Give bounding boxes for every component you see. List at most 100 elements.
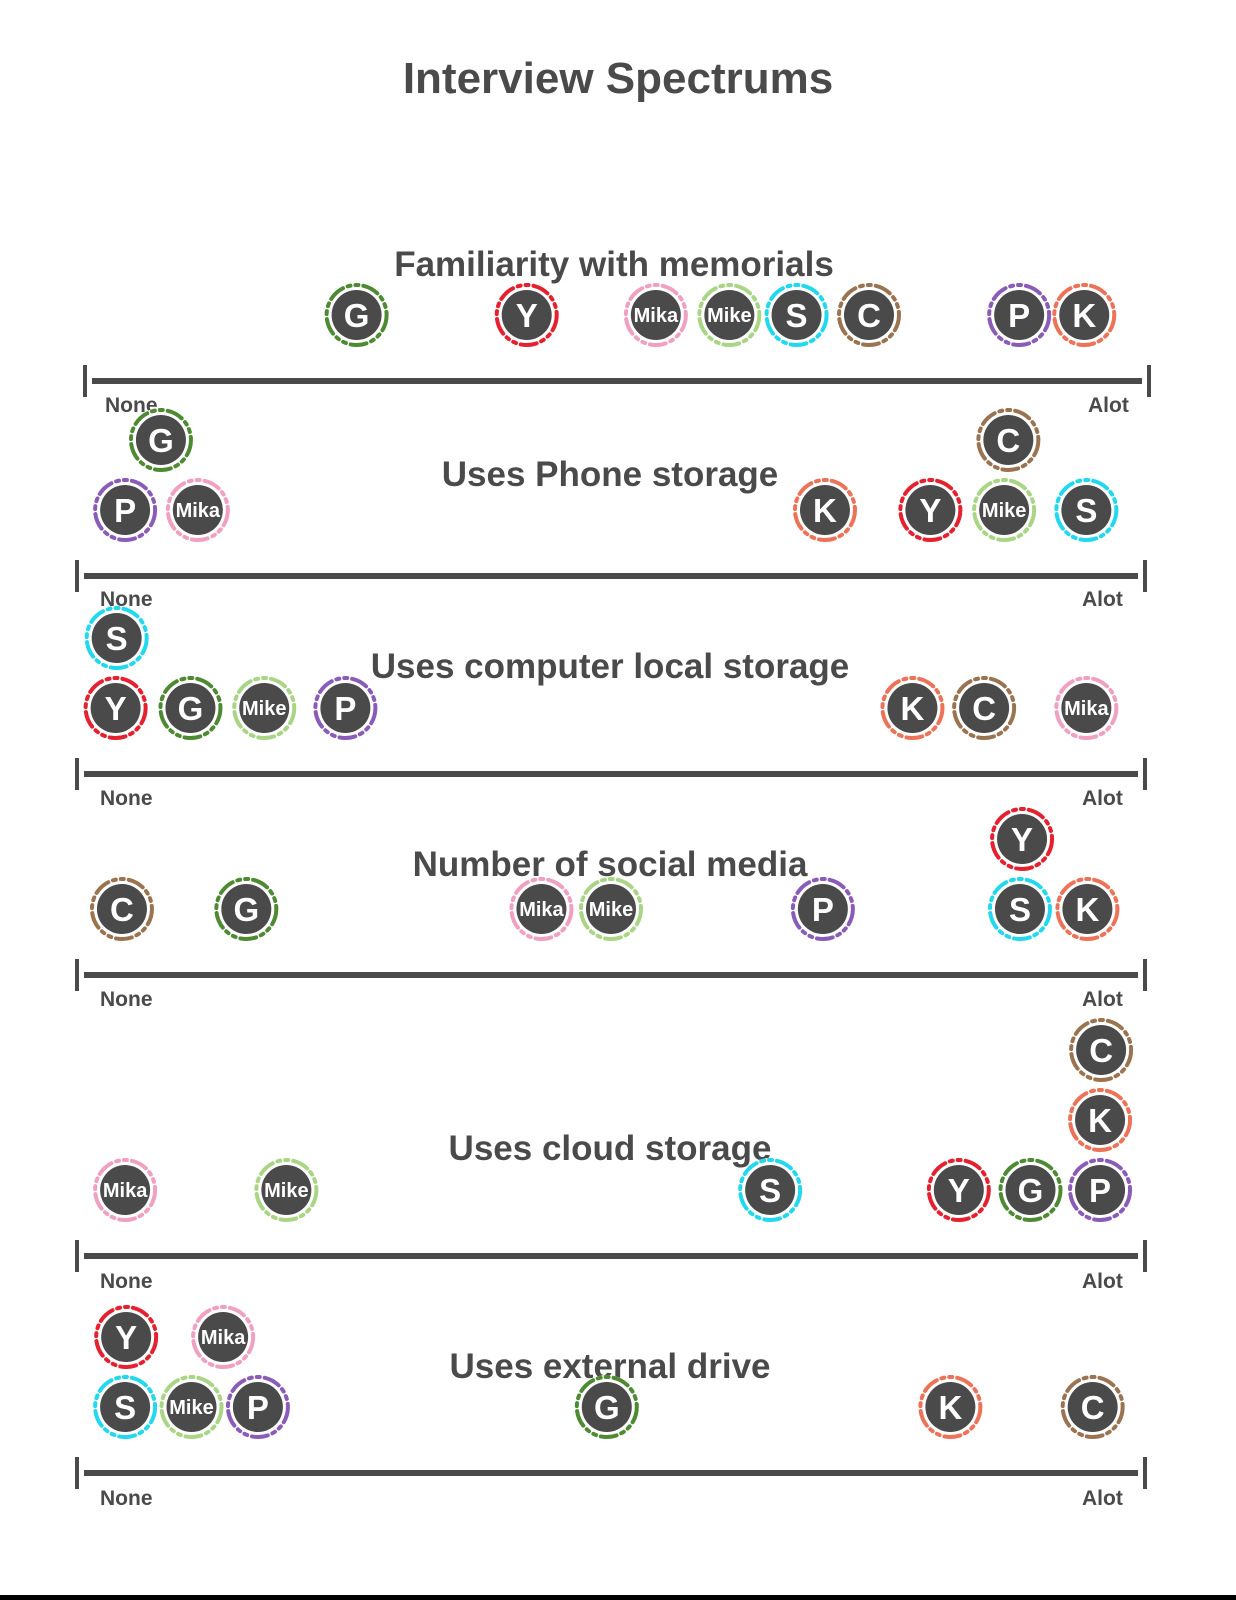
participant-initial: Y (105, 690, 127, 727)
token-disc (979, 485, 1030, 535)
token-disc (745, 1165, 796, 1215)
participant-initial: G (344, 297, 370, 334)
token-dashed-ring (94, 1305, 159, 1369)
token-disc (959, 683, 1010, 733)
token-dashed-ring (792, 478, 857, 542)
participant-token: Mike (159, 1375, 224, 1439)
token-dashed-ring (313, 676, 378, 740)
participant-token: Y (83, 676, 148, 740)
token-dashed-ring (1068, 1088, 1133, 1152)
participant-token: C (1060, 1375, 1125, 1439)
token-dashed-ring (926, 1158, 991, 1222)
participant-token: S (738, 1158, 803, 1222)
participant-initial: G (233, 891, 259, 928)
token-disc (90, 683, 141, 733)
axis-min-label: None (105, 394, 158, 417)
participant-token: Mika (191, 1305, 256, 1369)
participant-token: Mika (165, 478, 230, 542)
participant-initial: S (114, 1389, 136, 1426)
token-dashed-ring (93, 478, 158, 542)
participant-token: Mika (93, 1158, 158, 1222)
token-disc (1075, 1095, 1126, 1145)
token-disc (261, 1165, 312, 1215)
participant-initial: Mike (169, 1397, 213, 1419)
token-dashed-ring (1054, 676, 1119, 740)
token-dashed-ring (254, 1158, 319, 1222)
token-dashed-ring (987, 283, 1052, 347)
token-disc (799, 485, 850, 535)
token-disc (905, 485, 956, 535)
axis-max-label: Alot (1082, 988, 1123, 1011)
participant-token: Y (926, 1158, 991, 1222)
participant-initial: S (1009, 891, 1031, 928)
participant-token: K (880, 676, 945, 740)
token-disc (100, 1382, 151, 1432)
participant-token: Y (898, 478, 963, 542)
spectrum-section: Uses cloud storage None Alot Mika Mike S Y G PKC (75, 1018, 1147, 1293)
token-dashed-ring (225, 1375, 290, 1439)
spectrum-title: Uses computer local storage (371, 647, 850, 686)
token-disc (101, 1312, 152, 1362)
token-dashed-ring (1055, 877, 1120, 941)
participant-initial: Y (516, 297, 538, 334)
participant-token: P (790, 877, 855, 941)
participant-token: Mike (972, 478, 1037, 542)
token-dashed-ring (93, 1158, 158, 1222)
participant-token: Mika (623, 283, 688, 347)
token-disc (771, 290, 822, 340)
token-disc (1005, 1165, 1056, 1215)
token-dashed-ring (1068, 1158, 1133, 1222)
axis-max-label: Alot (1082, 1270, 1123, 1293)
participant-token: C (837, 283, 901, 347)
spectrum-section: Familiarity with memorials None Alot G Y Mika… (83, 245, 1151, 417)
token-disc (320, 683, 371, 733)
participant-initial: Mike (982, 500, 1026, 522)
token-disc (239, 683, 290, 733)
participant-token: P (313, 676, 378, 740)
participant-token: P (987, 283, 1052, 347)
token-disc (581, 1382, 632, 1432)
participant-initial: S (786, 297, 808, 334)
token-dashed-ring (1060, 1375, 1125, 1439)
participant-initial: Y (1011, 821, 1033, 858)
token-dashed-ring (976, 408, 1041, 472)
participant-initial: K (901, 690, 925, 727)
token-dashed-ring (837, 283, 901, 347)
token-disc (100, 485, 151, 535)
token-dashed-ring (697, 283, 762, 347)
token-dashed-ring (898, 478, 963, 542)
participant-initial: C (1081, 1389, 1105, 1426)
token-disc (994, 884, 1045, 934)
token-disc (994, 290, 1045, 340)
participant-token: P (93, 478, 158, 542)
spectrum-title: Familiarity with memorials (394, 245, 834, 284)
token-disc (1059, 290, 1110, 340)
token-dashed-ring (623, 283, 688, 347)
participant-token: K (1052, 283, 1117, 347)
participant-token: K (918, 1375, 983, 1439)
token-dashed-ring (191, 1305, 256, 1369)
token-dashed-ring (84, 606, 149, 670)
participant-token: Mike (697, 283, 762, 347)
token-disc (997, 814, 1048, 864)
token-disc (630, 290, 681, 340)
participant-token: K (792, 478, 857, 542)
participant-initial: Y (948, 1172, 970, 1209)
token-disc (516, 884, 567, 934)
token-disc (1067, 1382, 1118, 1432)
token-dashed-ring (159, 1375, 224, 1439)
participant-token: Mika (509, 877, 574, 941)
token-disc (232, 1382, 283, 1432)
token-disc (198, 1312, 249, 1362)
participant-initial: G (148, 422, 174, 459)
token-dashed-ring (324, 283, 389, 347)
token-dashed-ring (214, 877, 279, 941)
participant-initial: K (938, 1389, 962, 1426)
participant-initial: S (1075, 492, 1097, 529)
participant-initial: G (1018, 1172, 1044, 1209)
axis-max-label: Alot (1082, 787, 1123, 810)
participant-initial: G (178, 690, 204, 727)
